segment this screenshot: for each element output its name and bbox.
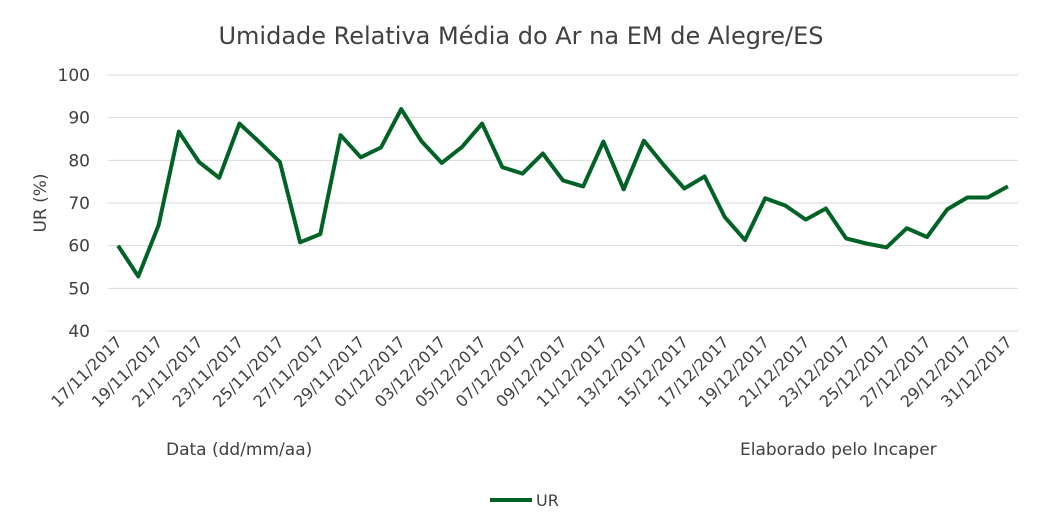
legend: UR bbox=[490, 491, 559, 510]
series-ur bbox=[116, 107, 1009, 279]
y-tick-label: 100 bbox=[58, 66, 90, 86]
series-line-ur bbox=[116, 107, 1009, 279]
y-tick-label: 40 bbox=[68, 322, 90, 342]
y-axis-label: UR (%) bbox=[31, 173, 51, 232]
gridlines bbox=[108, 74, 1018, 332]
y-tick-label: 60 bbox=[68, 237, 90, 257]
y-tick-label: 90 bbox=[68, 109, 90, 129]
x-axis-label: Data (dd/mm/aa) bbox=[166, 440, 312, 460]
y-tick-label: 50 bbox=[68, 279, 90, 299]
y-tick-label: 80 bbox=[68, 151, 90, 171]
legend-label-ur: UR bbox=[536, 491, 559, 510]
source-note: Elaborado pelo Incaper bbox=[740, 440, 937, 460]
chart-title: Umidade Relativa Média do Ar na EM de Al… bbox=[218, 22, 823, 50]
y-axis-ticks: 40 50 60 70 80 90 100 bbox=[58, 66, 90, 342]
x-axis-ticks: 17/11/201719/11/201721/11/201723/11/2017… bbox=[47, 332, 1015, 411]
y-tick-label: 70 bbox=[68, 194, 90, 214]
